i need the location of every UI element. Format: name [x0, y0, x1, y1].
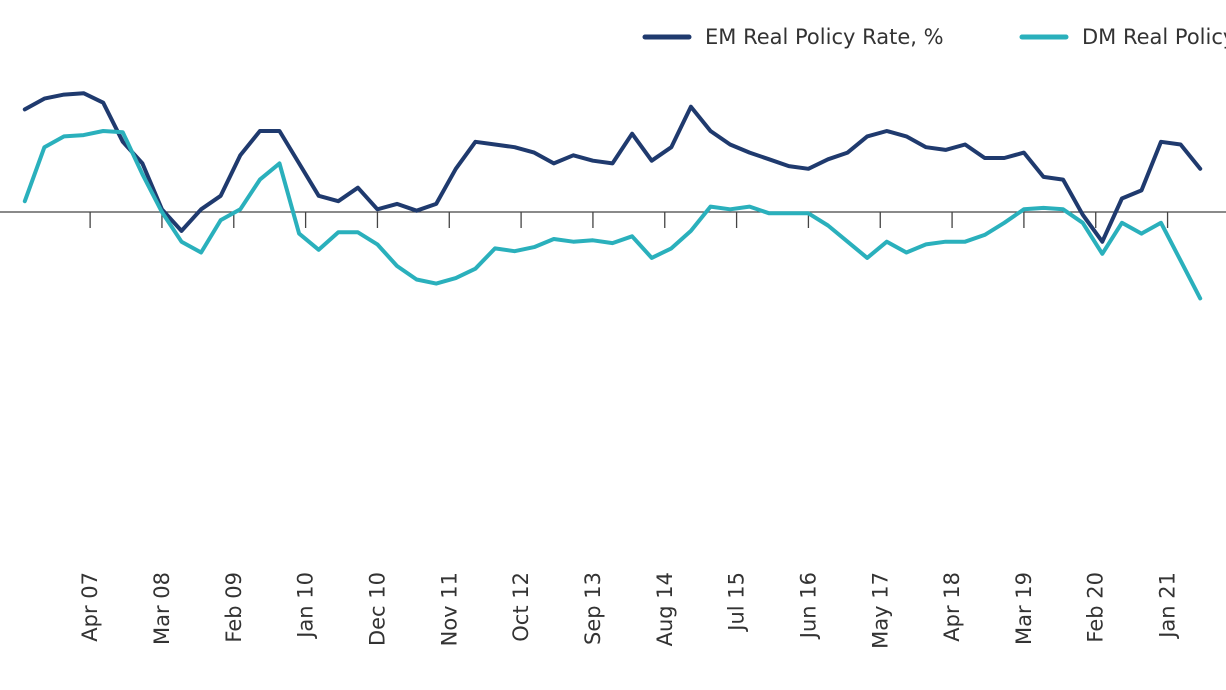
x-tick-label: May 17: [868, 572, 892, 649]
x-tick-label: Nov 11: [437, 572, 461, 646]
legend-label-dm: DM Real Policy Rate, %: [1082, 25, 1226, 49]
legend-label-em: EM Real Policy Rate, %: [705, 25, 944, 49]
x-tick-label: Oct 12: [509, 572, 533, 642]
x-tick-label: Jun 16: [796, 572, 820, 640]
x-tick-label: Feb 09: [222, 572, 246, 643]
series-line-em: [22, 91, 1203, 244]
x-axis: Apr 07 Mar 08 Feb 09 Jan 10 Dec 10 Nov 11 Oct …: [0, 211, 1226, 649]
x-tick-label: Apr 07: [78, 572, 102, 642]
legend: EM Real Policy Rate, % DM Real Policy Ra…: [642, 25, 1226, 49]
x-tick-label: Mar 08: [150, 572, 174, 645]
x-tick-label: Feb 20: [1084, 572, 1108, 643]
x-tick-label: Aug 14: [653, 572, 677, 646]
series-lines: [22, 91, 1203, 301]
x-tick-label: Sep 13: [581, 572, 605, 645]
x-tick-label: Jul 15: [725, 572, 749, 633]
x-tick-label: Jan 10: [294, 572, 318, 640]
series-line-dm: [22, 129, 1203, 301]
x-tick-label: Dec 10: [365, 572, 389, 646]
x-tick-label: Jan 21: [1156, 572, 1180, 640]
x-tick-label: Apr 18: [940, 572, 964, 642]
x-tick-label: Mar 19: [1012, 572, 1036, 645]
